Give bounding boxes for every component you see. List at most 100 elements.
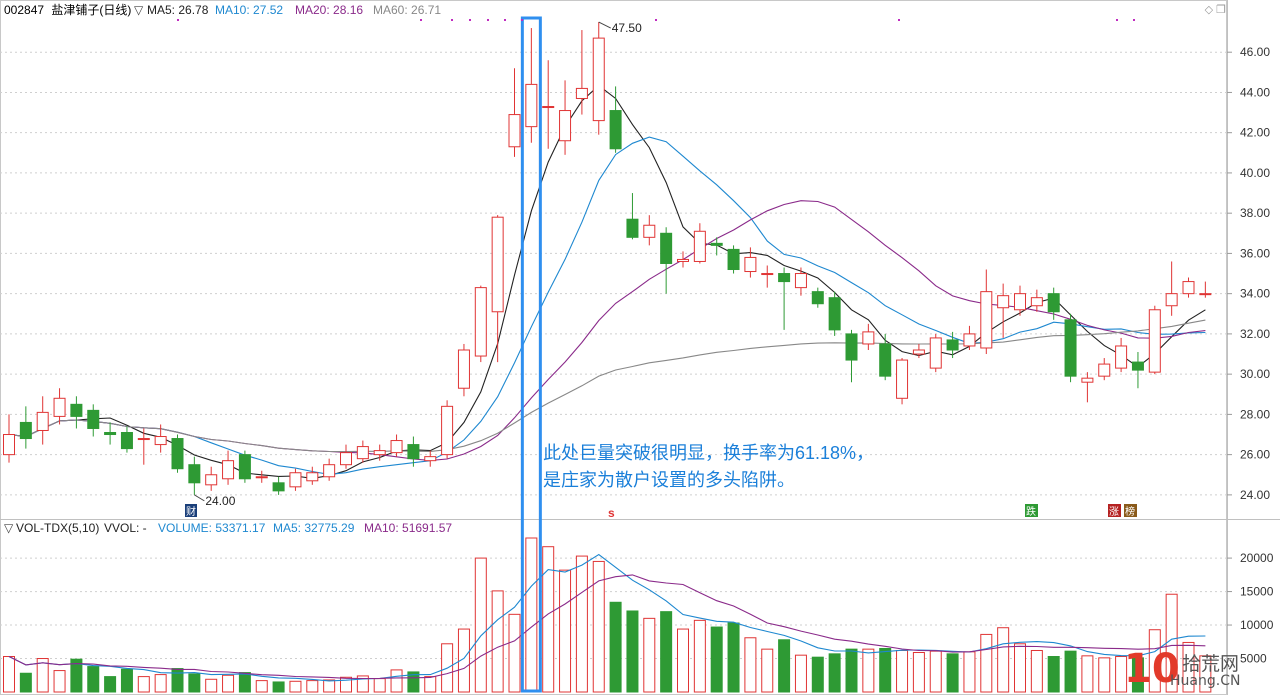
diamond-icon[interactable]: ◇ [1204, 4, 1214, 16]
candle-body [491, 216, 504, 313]
volume-bar [845, 648, 858, 693]
candle [660, 227, 673, 294]
event-dot [451, 19, 453, 21]
candle-body [559, 110, 572, 142]
candle [794, 267, 807, 296]
event-marker-bang[interactable]: 榜 [1124, 504, 1137, 518]
candle-body [508, 114, 521, 148]
candle-body [323, 464, 336, 478]
volume-bar [1047, 656, 1060, 693]
event-marker-s[interactable]: s [608, 506, 615, 520]
candle-body [390, 440, 403, 454]
ma-indicator-label: MA20: 28.16 [295, 3, 363, 17]
candle [643, 215, 656, 246]
ma60-line [8, 319, 1206, 453]
candle-body [896, 359, 909, 399]
volume-bar [188, 673, 201, 693]
candle [19, 406, 32, 449]
low-marker-label: 24.00 [205, 494, 235, 508]
window-buttons: ◇ ❐ [1205, 3, 1226, 16]
candle-body [912, 349, 925, 355]
price-tick-label: 28.00 [1240, 407, 1270, 421]
volume-bar [53, 670, 66, 693]
candle-body [1030, 297, 1043, 307]
candle-body [1064, 319, 1077, 377]
candle [811, 287, 824, 308]
candle-body [255, 476, 268, 479]
volume-bar [660, 611, 673, 693]
event-marker-cai-label: 财 [186, 505, 196, 518]
event-marker-die-label: 跌 [1026, 505, 1036, 518]
price-tick-label: 44.00 [1240, 85, 1270, 99]
volume-bar [424, 676, 437, 693]
candle [3, 414, 15, 463]
candle-body [1165, 293, 1178, 307]
candle [542, 60, 555, 149]
candle [323, 458, 336, 481]
candle-body [980, 291, 993, 349]
candle-body [643, 224, 656, 238]
vol-collapse-icon[interactable]: ▽ [4, 521, 14, 535]
volume-bar [929, 650, 942, 693]
volume-bar [323, 679, 336, 693]
candle [508, 68, 521, 157]
candle-body [592, 37, 605, 122]
candle-body [727, 248, 740, 271]
candle [693, 223, 706, 264]
volume-bar [727, 622, 740, 693]
volume-bar [626, 610, 639, 693]
vol-volume-value: VOLUME: 53371.17 [158, 521, 266, 535]
candle [727, 245, 740, 274]
volume-bar [1115, 656, 1128, 693]
candle [1131, 352, 1144, 389]
candle-body [542, 106, 555, 109]
volume-bar [205, 678, 218, 693]
candle [1030, 289, 1043, 312]
price-tick-label: 30.00 [1240, 367, 1270, 381]
watermark-logo: 10 拾荒网 Huang.CN [1124, 647, 1274, 693]
candle [1165, 261, 1178, 316]
vol-ma5-value: MA5: 32775.29 [273, 521, 355, 535]
candle-body [693, 230, 706, 262]
candle-body [222, 460, 235, 480]
ma-indicator-labels: MA5: 26.78 MA10: 27.52 MA20: 28.16 MA60: 26… [147, 3, 441, 17]
candle [744, 247, 757, 278]
restore-icon[interactable]: ❐ [1216, 4, 1226, 16]
volume-bar [491, 590, 504, 693]
candle [289, 468, 302, 491]
candle [677, 251, 689, 268]
candle [1047, 287, 1060, 320]
volume-bar [575, 555, 588, 693]
candle [710, 237, 723, 256]
event-marker-die[interactable]: 跌 [1025, 504, 1038, 518]
ma5-line [8, 84, 1206, 479]
volume-bar [1014, 643, 1026, 693]
candle-body [289, 472, 302, 488]
candle [559, 80, 572, 155]
candle-body [104, 432, 117, 436]
vol-vvol: VVOL: - [104, 521, 147, 535]
volume-bar [474, 557, 487, 693]
price-tick-label: 36.00 [1240, 246, 1270, 260]
collapse-icon[interactable]: ▽ [134, 3, 144, 17]
candle [778, 267, 791, 330]
volume-bar [828, 653, 841, 693]
candle-body [272, 482, 285, 492]
candle-body [171, 438, 184, 470]
event-dot [487, 19, 489, 21]
candle [474, 285, 487, 363]
annotation-line-1: 此处巨量突破很明显，换手率为61.18%， [543, 443, 874, 463]
candle [255, 470, 268, 483]
watermark-cn: 拾荒网 [1182, 653, 1240, 675]
candle [1182, 277, 1195, 298]
price-tick-label: 34.00 [1240, 287, 1270, 301]
candle [862, 323, 875, 350]
candle [238, 450, 251, 483]
candle [356, 440, 369, 463]
candle [609, 86, 622, 153]
candle [929, 333, 942, 373]
candle-body [862, 331, 875, 345]
event-marker-cai[interactable]: 财 [185, 504, 197, 518]
event-marker-zhang[interactable]: 涨 [1108, 504, 1121, 518]
